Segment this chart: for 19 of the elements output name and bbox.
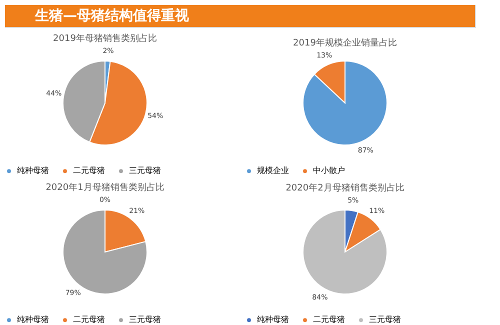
legend-label: 规模企业 — [257, 166, 289, 176]
pie-slice — [302, 60, 388, 146]
legend-label: 三元母猪 — [369, 315, 401, 324]
legend-label: 三元母猪 — [129, 166, 161, 176]
chart-title: 2019年母猪销售类别占比 — [53, 33, 157, 44]
legend-label: 纯种母猪 — [257, 315, 289, 324]
legend-label: 中小散户 — [313, 166, 345, 176]
legend-label: 二元母猪 — [73, 166, 105, 176]
legend-label: 二元母猪 — [313, 315, 345, 324]
pie-slice — [62, 210, 148, 294]
legend-label: 二元母猪 — [73, 315, 105, 324]
legend-label: 纯种母猪 — [17, 315, 49, 324]
pie-slice — [302, 210, 388, 294]
chart-title: 2020年2月母猪销售类别占比 — [286, 182, 404, 194]
chart-title: 2019年规模企业销量占比 — [293, 37, 397, 48]
legend-label: 三元母猪 — [129, 315, 161, 324]
text: 生猪—母猪结构值得重视 — [34, 7, 190, 24]
legend-label: 纯种母猪 — [17, 166, 49, 176]
chart-title: 2020年1月母猪销售类别占比 — [46, 182, 164, 193]
